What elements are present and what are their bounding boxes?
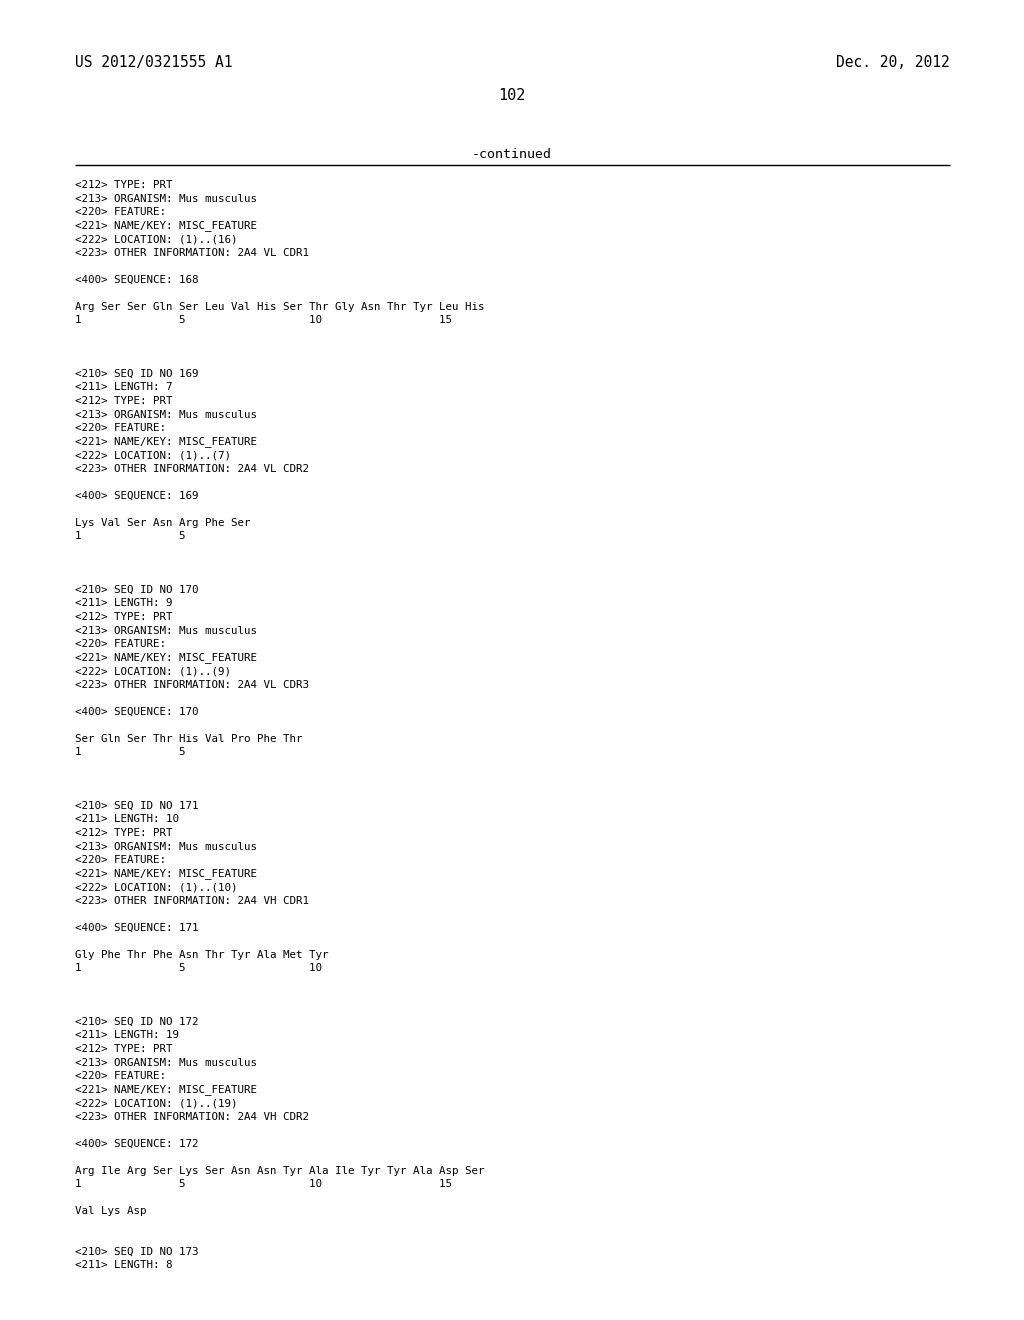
Text: <221> NAME/KEY: MISC_FEATURE: <221> NAME/KEY: MISC_FEATURE [75,652,257,664]
Text: <212> TYPE: PRT: <212> TYPE: PRT [75,1044,172,1053]
Text: <212> TYPE: PRT: <212> TYPE: PRT [75,612,172,622]
Text: 1               5: 1 5 [75,531,185,541]
Text: <211> LENGTH: 9: <211> LENGTH: 9 [75,598,172,609]
Text: US 2012/0321555 A1: US 2012/0321555 A1 [75,55,232,70]
Text: Ser Gln Ser Thr His Val Pro Phe Thr: Ser Gln Ser Thr His Val Pro Phe Thr [75,734,302,743]
Text: <220> FEATURE:: <220> FEATURE: [75,1071,166,1081]
Text: -continued: -continued [472,148,552,161]
Text: 1               5                   10: 1 5 10 [75,964,322,973]
Text: <210> SEQ ID NO 172: <210> SEQ ID NO 172 [75,1016,199,1027]
Text: <211> LENGTH: 7: <211> LENGTH: 7 [75,383,172,392]
Text: <220> FEATURE:: <220> FEATURE: [75,422,166,433]
Text: 102: 102 [499,88,525,103]
Text: <400> SEQUENCE: 171: <400> SEQUENCE: 171 [75,923,199,932]
Text: <210> SEQ ID NO 169: <210> SEQ ID NO 169 [75,370,199,379]
Text: Gly Phe Thr Phe Asn Thr Tyr Ala Met Tyr: Gly Phe Thr Phe Asn Thr Tyr Ala Met Tyr [75,949,329,960]
Text: <220> FEATURE:: <220> FEATURE: [75,639,166,649]
Text: <400> SEQUENCE: 172: <400> SEQUENCE: 172 [75,1138,199,1148]
Text: <210> SEQ ID NO 170: <210> SEQ ID NO 170 [75,585,199,595]
Text: Val Lys Asp: Val Lys Asp [75,1206,146,1216]
Text: <212> TYPE: PRT: <212> TYPE: PRT [75,180,172,190]
Text: <222> LOCATION: (1)..(7): <222> LOCATION: (1)..(7) [75,450,231,459]
Text: <400> SEQUENCE: 169: <400> SEQUENCE: 169 [75,491,199,500]
Text: <222> LOCATION: (1)..(9): <222> LOCATION: (1)..(9) [75,667,231,676]
Text: <223> OTHER INFORMATION: 2A4 VL CDR1: <223> OTHER INFORMATION: 2A4 VL CDR1 [75,248,309,257]
Text: <213> ORGANISM: Mus musculus: <213> ORGANISM: Mus musculus [75,842,257,851]
Text: <221> NAME/KEY: MISC_FEATURE: <221> NAME/KEY: MISC_FEATURE [75,869,257,879]
Text: <221> NAME/KEY: MISC_FEATURE: <221> NAME/KEY: MISC_FEATURE [75,220,257,231]
Text: <222> LOCATION: (1)..(19): <222> LOCATION: (1)..(19) [75,1098,238,1107]
Text: <221> NAME/KEY: MISC_FEATURE: <221> NAME/KEY: MISC_FEATURE [75,1085,257,1096]
Text: <212> TYPE: PRT: <212> TYPE: PRT [75,396,172,407]
Text: <213> ORGANISM: Mus musculus: <213> ORGANISM: Mus musculus [75,1057,257,1068]
Text: Dec. 20, 2012: Dec. 20, 2012 [837,55,950,70]
Text: Arg Ser Ser Gln Ser Leu Val His Ser Thr Gly Asn Thr Tyr Leu His: Arg Ser Ser Gln Ser Leu Val His Ser Thr … [75,301,484,312]
Text: <221> NAME/KEY: MISC_FEATURE: <221> NAME/KEY: MISC_FEATURE [75,437,257,447]
Text: <210> SEQ ID NO 171: <210> SEQ ID NO 171 [75,801,199,810]
Text: <211> LENGTH: 10: <211> LENGTH: 10 [75,814,179,825]
Text: <222> LOCATION: (1)..(10): <222> LOCATION: (1)..(10) [75,882,238,892]
Text: <213> ORGANISM: Mus musculus: <213> ORGANISM: Mus musculus [75,194,257,203]
Text: <223> OTHER INFORMATION: 2A4 VH CDR1: <223> OTHER INFORMATION: 2A4 VH CDR1 [75,895,309,906]
Text: <213> ORGANISM: Mus musculus: <213> ORGANISM: Mus musculus [75,409,257,420]
Text: 1               5                   10                  15: 1 5 10 15 [75,1179,452,1189]
Text: <223> OTHER INFORMATION: 2A4 VL CDR2: <223> OTHER INFORMATION: 2A4 VL CDR2 [75,463,309,474]
Text: <210> SEQ ID NO 173: <210> SEQ ID NO 173 [75,1246,199,1257]
Text: 1               5                   10                  15: 1 5 10 15 [75,315,452,325]
Text: <212> TYPE: PRT: <212> TYPE: PRT [75,828,172,838]
Text: <213> ORGANISM: Mus musculus: <213> ORGANISM: Mus musculus [75,626,257,635]
Text: Lys Val Ser Asn Arg Phe Ser: Lys Val Ser Asn Arg Phe Ser [75,517,251,528]
Text: Arg Ile Arg Ser Lys Ser Asn Asn Tyr Ala Ile Tyr Tyr Ala Asp Ser: Arg Ile Arg Ser Lys Ser Asn Asn Tyr Ala … [75,1166,484,1176]
Text: <211> LENGTH: 8: <211> LENGTH: 8 [75,1261,172,1270]
Text: <222> LOCATION: (1)..(16): <222> LOCATION: (1)..(16) [75,234,238,244]
Text: <400> SEQUENCE: 170: <400> SEQUENCE: 170 [75,706,199,717]
Text: <223> OTHER INFORMATION: 2A4 VH CDR2: <223> OTHER INFORMATION: 2A4 VH CDR2 [75,1111,309,1122]
Text: <211> LENGTH: 19: <211> LENGTH: 19 [75,1031,179,1040]
Text: <400> SEQUENCE: 168: <400> SEQUENCE: 168 [75,275,199,285]
Text: <223> OTHER INFORMATION: 2A4 VL CDR3: <223> OTHER INFORMATION: 2A4 VL CDR3 [75,680,309,689]
Text: <220> FEATURE:: <220> FEATURE: [75,207,166,216]
Text: <220> FEATURE:: <220> FEATURE: [75,855,166,865]
Text: 1               5: 1 5 [75,747,185,756]
